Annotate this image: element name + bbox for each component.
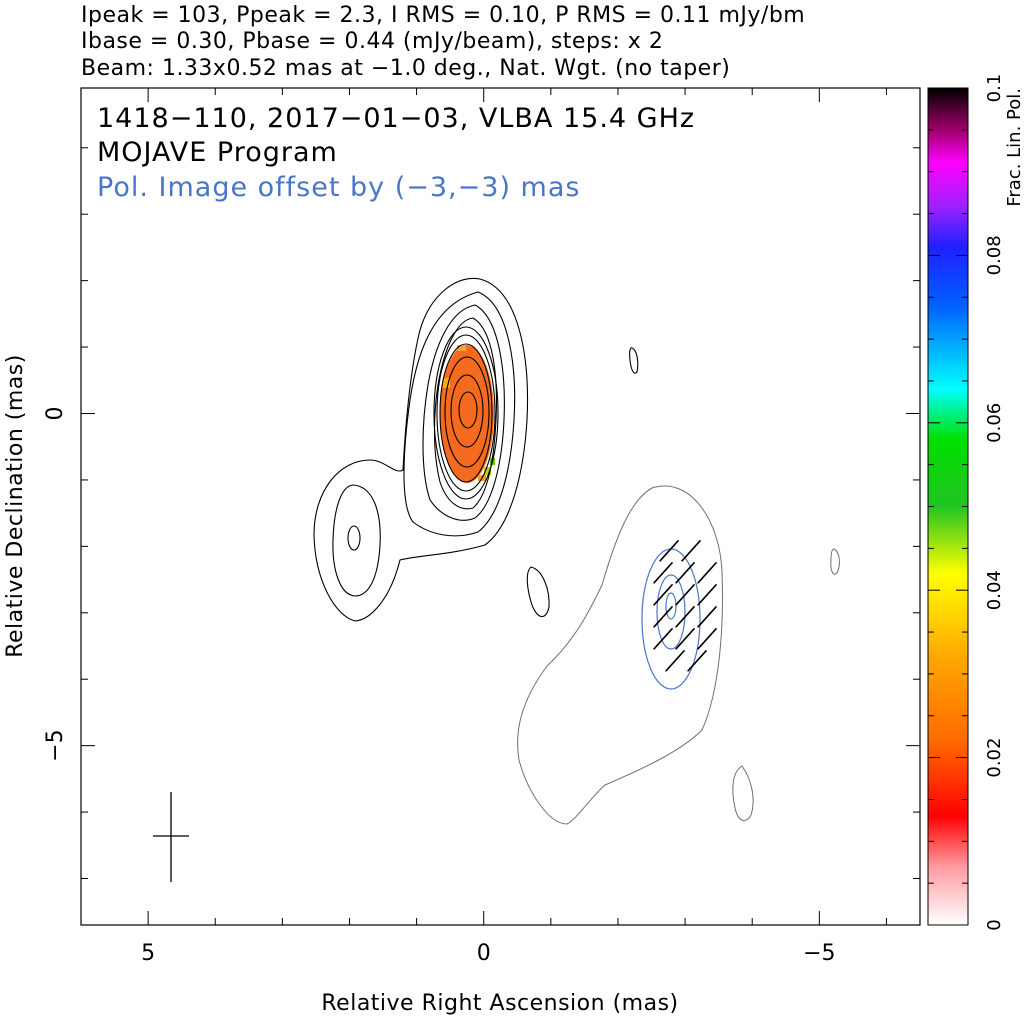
faint-contours [517, 485, 840, 825]
colorbar-tick-label: 0.08 [984, 235, 1005, 275]
colorbar-label: Frac. Lin. Pol. [1004, 88, 1025, 207]
outer-contour [313, 277, 528, 622]
axis-tick-labels: 5 0 −5 0 −5 [43, 407, 836, 967]
jet-component-contour [332, 484, 381, 597]
pol-offset-blob-1 [732, 765, 754, 821]
evpa-vector [697, 561, 717, 584]
evpa-vector [675, 627, 695, 650]
program-annotation: MOJAVE Program [97, 137, 338, 168]
evpa-vector [675, 583, 695, 606]
header-line-1: Ipeak = 103, Ppeak = 2.3, I RMS = 0.10, … [81, 3, 805, 28]
evpa-vector [697, 605, 717, 628]
evpa-vector [653, 605, 673, 628]
evpa-vector [653, 561, 673, 584]
y-tick-label: 0 [43, 407, 68, 421]
evpa-vector [653, 627, 673, 650]
source-annotation: 1418−110, 2017−01−03, VLBA 15.4 GHz [97, 103, 695, 134]
evpa-vector [687, 649, 707, 672]
x-axis-label: Relative Right Ascension (mas) [321, 991, 678, 1016]
colorbar-tick-label: 0 [984, 919, 1005, 930]
x-tick-label: 0 [477, 941, 491, 966]
evpa-vector [675, 561, 695, 584]
isolated-blob-1 [526, 566, 550, 618]
colorbar-tick-label: 0.06 [984, 403, 1005, 443]
evpa-vector [653, 583, 673, 606]
colorbar-tick-label: 0.04 [984, 570, 1005, 610]
evpa-vector [675, 605, 695, 628]
offset-annotation: Pol. Image offset by (−3,−3) mas [97, 172, 580, 203]
axis-ticks [80, 88, 920, 925]
x-tick-label: −5 [803, 941, 835, 966]
beam-cross [153, 792, 189, 882]
evpa-vector [697, 583, 717, 606]
pol-extended-contour [517, 485, 723, 825]
evpa-vector [665, 649, 685, 672]
y-axis-label: Relative Declination (mas) [3, 354, 28, 658]
colorbar-ticks [928, 87, 968, 926]
header-line-3: Beam: 1.33x0.52 mas at −1.0 deg., Nat. W… [81, 56, 730, 81]
pol-offset-blob-2 [830, 548, 840, 575]
plot-area [313, 277, 840, 825]
colorbar-tick-label: 0.02 [984, 738, 1005, 778]
plot-frame [80, 87, 921, 926]
isolated-blob-2 [629, 347, 639, 374]
evpa-vector [681, 539, 701, 562]
colorbar-tick-labels: 0 0.02 0.04 0.06 0.08 0.1 [984, 74, 1005, 931]
evpa-vector [697, 627, 717, 650]
evpa-vector [659, 539, 679, 562]
y-tick-label: −5 [43, 729, 68, 761]
colorbar [927, 87, 969, 926]
total-intensity-contours [313, 277, 639, 622]
header-line-2: Ibase = 0.30, Pbase = 0.44 (mJy/beam), s… [81, 29, 663, 54]
evpa-vectors [653, 539, 717, 672]
colorbar-tick-label: 0.1 [984, 74, 1005, 103]
x-tick-label: 5 [141, 941, 155, 966]
